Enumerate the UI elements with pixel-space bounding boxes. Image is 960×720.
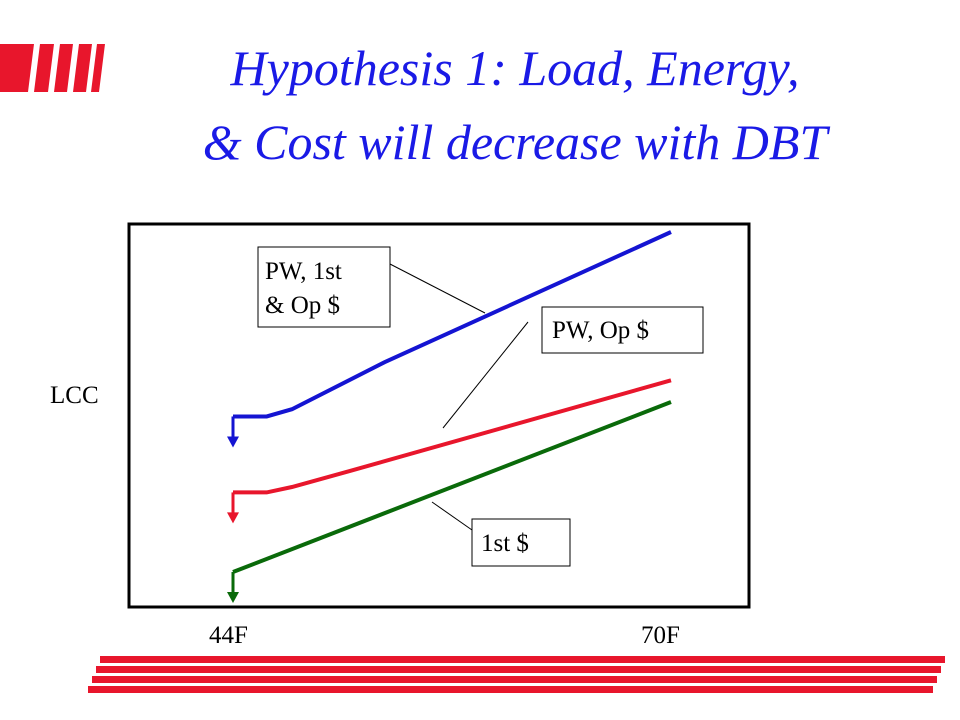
min-arrow-head <box>227 436 239 448</box>
callout-leader-pw-op <box>442 321 529 429</box>
callout-leader-pw-1st-op <box>389 263 486 314</box>
callout-box-1st <box>471 518 571 567</box>
x-tick-label-70f: 70F <box>641 622 680 649</box>
min-arrow-head <box>227 512 239 524</box>
slide-title-line-2: & Cost will decrease with DBT <box>202 114 828 170</box>
callout-box-pw-1st-op <box>257 246 391 328</box>
min-arrow-head <box>227 592 239 603</box>
callout-text-pw-1st-op-line-2: & Op $ <box>265 292 340 319</box>
callout-box-pw-op <box>541 306 704 354</box>
callout-text-pw-1st-op-line-1: PW, 1st <box>265 258 342 285</box>
series-line-1st <box>232 400 672 574</box>
series-line-pw-op <box>233 378 672 495</box>
callout-text-1st: 1st $ <box>481 530 529 557</box>
x-tick-label-44f: 44F <box>209 622 248 649</box>
callout-text-pw-op: PW, Op $ <box>552 317 649 344</box>
callout-leader-1st <box>431 501 473 531</box>
footer-stripes <box>88 656 945 693</box>
min-arrow-red-icon <box>227 492 239 524</box>
min-arrow-blue-icon <box>227 416 239 448</box>
slide-title-line-1: Hypothesis 1: Load, Energy, <box>230 40 800 96</box>
logo-bars-icon <box>0 44 105 92</box>
series-line-pw-1st-op <box>233 230 672 419</box>
min-arrow-green-icon <box>227 572 239 603</box>
plot-frame <box>127 222 751 609</box>
y-axis-label: LCC <box>50 382 99 409</box>
